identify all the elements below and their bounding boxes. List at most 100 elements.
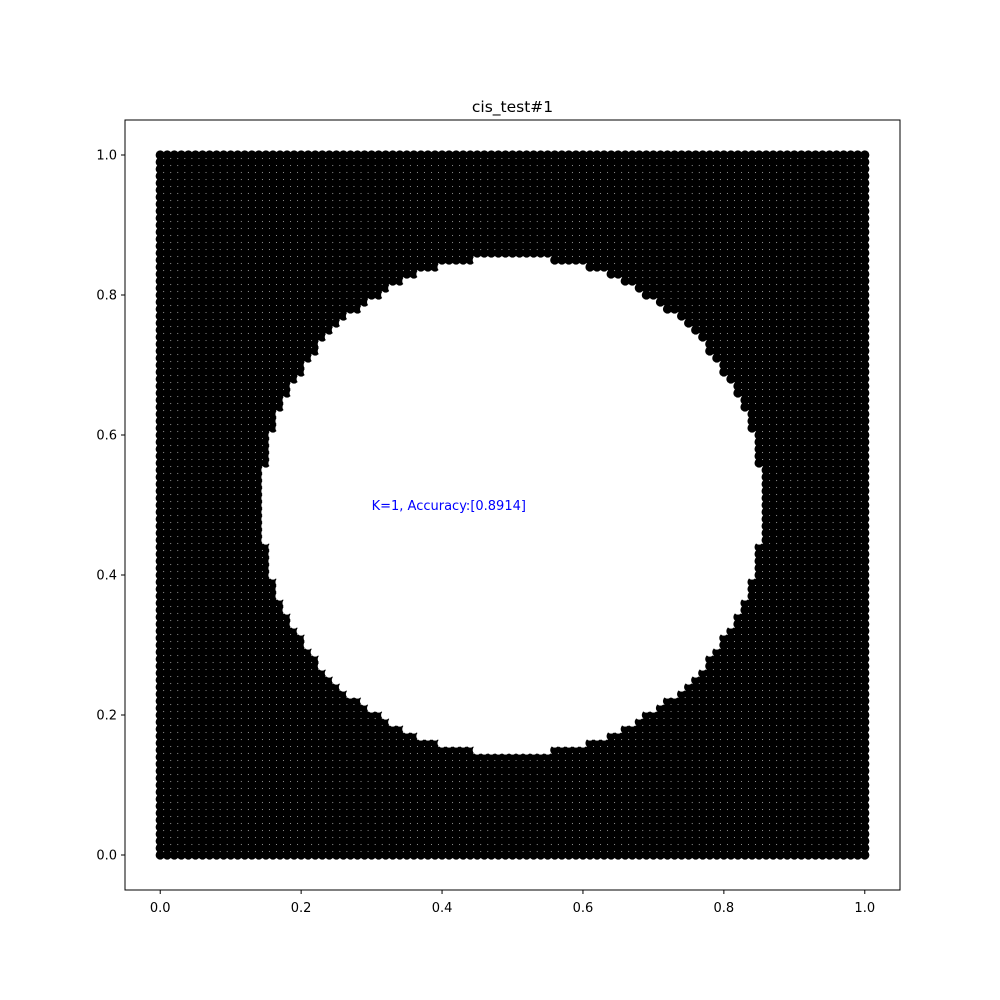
scatter-point xyxy=(190,535,201,545)
scatter-point xyxy=(183,703,194,713)
scatter-point xyxy=(183,381,194,391)
scatter-point xyxy=(183,598,194,608)
scatter-point xyxy=(190,542,201,552)
scatter-point xyxy=(183,675,194,685)
scatter-point xyxy=(155,724,165,734)
scatter-point xyxy=(211,717,222,727)
scatter-point xyxy=(211,682,222,692)
scatter-point xyxy=(155,255,165,265)
scatter-point xyxy=(190,164,201,174)
scatter-point xyxy=(176,388,186,398)
scatter-point xyxy=(211,500,222,510)
scatter-point xyxy=(204,724,215,734)
scatter-point xyxy=(204,801,215,811)
scatter-point xyxy=(197,682,208,692)
scatter-point xyxy=(190,157,201,167)
scatter-point xyxy=(183,297,194,307)
scatter-point xyxy=(169,374,179,384)
scatter-point xyxy=(190,731,201,741)
scatter-point xyxy=(162,437,172,447)
scatter-point xyxy=(176,766,186,776)
scatter-point xyxy=(183,430,194,440)
scatter-point xyxy=(176,430,186,440)
scatter-point xyxy=(155,360,165,370)
scatter-point xyxy=(155,626,165,636)
scatter-point xyxy=(176,486,186,496)
scatter-point xyxy=(176,717,186,727)
scatter-point xyxy=(190,689,201,699)
scatter-point xyxy=(204,535,215,545)
scatter-point xyxy=(169,164,179,174)
scatter-point xyxy=(190,738,201,748)
scatter-point xyxy=(183,353,194,363)
scatter-point xyxy=(183,556,194,566)
scatter-point xyxy=(204,668,215,678)
scatter-point xyxy=(204,822,215,832)
scatter-point xyxy=(162,178,172,188)
scatter-point xyxy=(211,381,222,391)
scatter-point xyxy=(183,731,194,741)
scatter-point xyxy=(204,290,215,300)
scatter-point xyxy=(162,724,172,734)
scatter-point xyxy=(204,528,215,538)
scatter-point xyxy=(169,514,179,524)
scatter-point xyxy=(162,255,172,265)
scatter-point xyxy=(219,766,229,776)
scatter-point xyxy=(176,815,186,825)
scatter-point xyxy=(176,409,186,419)
scatter-point xyxy=(176,836,186,846)
scatter-point xyxy=(204,178,215,188)
scatter-point xyxy=(190,276,201,286)
scatter-point xyxy=(190,815,201,825)
scatter-point xyxy=(162,157,172,167)
scatter-point xyxy=(169,570,179,580)
scatter-point xyxy=(169,549,179,559)
scatter-point xyxy=(176,269,186,279)
scatter-point xyxy=(197,353,208,363)
scatter-point xyxy=(197,360,208,370)
scatter-point xyxy=(176,150,186,160)
scatter-point xyxy=(197,402,208,412)
scatter-point xyxy=(176,416,186,426)
scatter-point xyxy=(176,850,186,860)
scatter-point xyxy=(204,542,215,552)
scatter-point xyxy=(190,318,201,328)
scatter-point xyxy=(211,409,222,419)
scatter-point xyxy=(197,549,208,559)
scatter-point xyxy=(211,591,222,601)
scatter-point xyxy=(183,696,194,706)
scatter-point xyxy=(155,766,165,776)
scatter-point xyxy=(211,528,222,538)
scatter-point xyxy=(211,360,222,370)
scatter-point xyxy=(176,493,186,503)
scatter-point xyxy=(176,668,186,678)
scatter-point xyxy=(197,185,208,195)
scatter-point xyxy=(190,759,201,769)
scatter-point xyxy=(183,311,194,321)
scatter-point xyxy=(211,248,222,258)
scatter-point xyxy=(155,430,165,440)
scatter-point xyxy=(155,262,165,272)
scatter-point xyxy=(190,584,201,594)
scatter-point xyxy=(197,276,208,286)
scatter-point xyxy=(155,689,165,699)
scatter-point xyxy=(169,759,179,769)
scatter-point xyxy=(197,822,208,832)
scatter-point xyxy=(162,808,172,818)
scatter-point xyxy=(155,633,165,643)
scatter-point xyxy=(155,178,165,188)
scatter-point xyxy=(183,262,194,272)
scatter-point xyxy=(176,640,186,650)
scatter-point xyxy=(176,381,186,391)
scatter-point xyxy=(204,654,215,664)
scatter-point xyxy=(162,563,172,573)
scatter-point xyxy=(162,423,172,433)
scatter-point xyxy=(176,563,186,573)
scatter-point xyxy=(176,521,186,531)
scatter-point xyxy=(211,661,222,671)
scatter-point xyxy=(211,724,222,734)
scatter-point xyxy=(204,738,215,748)
scatter-point xyxy=(183,472,194,482)
scatter-point xyxy=(176,689,186,699)
scatter-point xyxy=(211,752,222,762)
